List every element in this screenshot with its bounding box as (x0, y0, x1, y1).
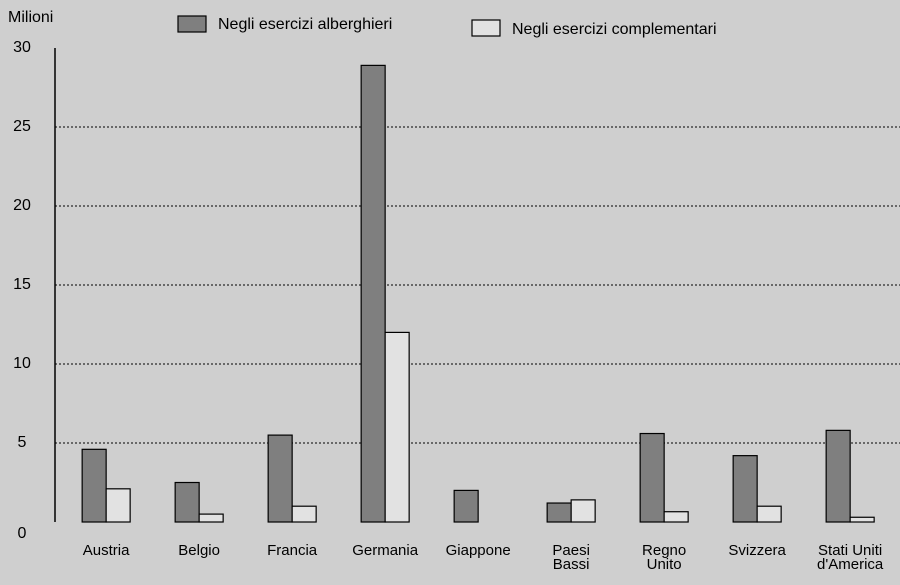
y-axis-label: Milioni (8, 9, 53, 26)
x-tick-label: Stati Uniti d'America (817, 542, 884, 573)
x-tick-label: Germania (352, 542, 419, 559)
bar (453, 489, 479, 523)
x-tick-label: Austria (82, 542, 130, 559)
bar (174, 481, 200, 523)
bar (360, 64, 386, 523)
x-tick-label: Francia (267, 542, 318, 559)
bar (825, 429, 851, 523)
y-tick-label: 10 (13, 355, 31, 372)
legend-swatch (177, 15, 207, 33)
bar (384, 331, 410, 523)
bar (732, 455, 758, 523)
bar (291, 505, 317, 523)
bar (639, 432, 665, 523)
x-tick-label: Svizzera (728, 542, 786, 559)
x-tick-label: Paesi Bassi (552, 542, 590, 573)
bar (756, 505, 782, 523)
y-tick-label: 20 (13, 197, 31, 214)
bar (849, 516, 875, 523)
bar (663, 511, 689, 523)
bar (198, 513, 224, 523)
bar (81, 448, 107, 523)
x-tick-label: Giappone (445, 542, 511, 559)
x-tick-label: Belgio (178, 542, 220, 559)
bar (570, 499, 596, 523)
legend-label: Negli esercizi alberghieri (218, 16, 392, 33)
legend-swatch (471, 19, 501, 37)
y-tick-label: 15 (13, 276, 31, 293)
bar (546, 502, 572, 523)
bar (105, 488, 131, 523)
y-tick-label: 25 (13, 118, 31, 135)
legend-label: Negli esercizi complementari (512, 21, 717, 38)
bar (267, 434, 293, 523)
y-tick-label: 30 (13, 39, 31, 56)
y-tick-label: 5 (18, 434, 27, 451)
y-tick-label: 0 (18, 525, 27, 542)
x-tick-label: Regno Unito (642, 542, 687, 573)
